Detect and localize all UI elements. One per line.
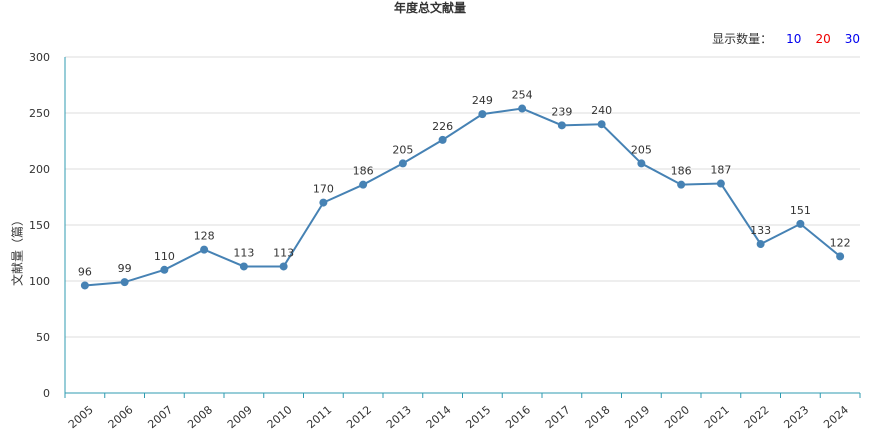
data-point	[319, 198, 328, 207]
data-label: 122	[830, 236, 851, 249]
data-label: 170	[313, 183, 334, 196]
display-count-option-30[interactable]: 30	[844, 31, 860, 46]
data-label: 187	[710, 164, 731, 177]
x-tick-label: 2017	[543, 403, 573, 431]
chart-title: 年度总文献量	[393, 1, 466, 15]
x-tick-label: 2009	[225, 403, 255, 431]
data-label: 133	[750, 224, 771, 237]
data-point	[518, 104, 527, 113]
x-tick-label: 2013	[384, 403, 414, 431]
data-point	[398, 159, 407, 168]
data-point	[438, 135, 447, 144]
data-point	[239, 262, 248, 271]
x-tick-label: 2010	[265, 403, 295, 431]
data-label: 113	[233, 246, 254, 259]
display-count-option-20[interactable]: 20	[815, 31, 831, 46]
data-labels: 96 99 110 128 113 113 170 186 205 226 249 254 239 240…	[78, 89, 851, 279]
data-label: 205	[392, 143, 413, 156]
x-tick-label: 2011	[304, 403, 334, 431]
data-point	[637, 159, 646, 168]
y-tick-label: 100	[29, 275, 50, 288]
series-line-group	[80, 104, 845, 290]
x-tick-label: 2016	[503, 403, 533, 431]
data-point	[557, 121, 566, 130]
x-tick-label: 2007	[145, 403, 175, 431]
gridlines	[65, 56, 860, 338]
data-point	[796, 219, 805, 228]
x-tick-label: 2022	[742, 403, 772, 431]
data-label: 128	[194, 230, 215, 243]
x-tick-label: 2021	[702, 403, 732, 431]
data-label: 249	[472, 94, 493, 107]
data-point	[677, 180, 686, 189]
y-tick-label: 200	[29, 163, 50, 176]
data-label: 240	[591, 104, 612, 117]
x-tick-label: 2005	[66, 403, 96, 431]
y-axis-ticks: 0 50 100 150 200 250 300	[29, 51, 50, 400]
display-count-label: 显示数量：	[712, 32, 773, 46]
y-tick-label: 250	[29, 107, 50, 120]
data-label: 96	[78, 265, 92, 278]
y-tick-label: 50	[36, 331, 50, 344]
data-point	[359, 180, 368, 189]
data-label: 151	[790, 204, 811, 217]
data-label: 99	[118, 262, 132, 275]
data-point	[160, 265, 169, 274]
series-line	[84, 107, 841, 287]
data-point	[478, 110, 487, 119]
data-label: 205	[631, 143, 652, 156]
axes	[64, 57, 861, 398]
data-label: 186	[671, 165, 692, 178]
x-tick-label: 2015	[463, 403, 493, 431]
x-tick-label: 2020	[662, 403, 692, 431]
data-label: 239	[551, 105, 572, 118]
x-tick-label: 2023	[781, 403, 811, 431]
data-point	[597, 120, 606, 129]
data-label: 226	[432, 120, 453, 133]
data-point	[836, 252, 845, 261]
data-point	[200, 245, 209, 254]
data-point	[279, 262, 288, 271]
x-tick-label: 2008	[185, 403, 215, 431]
x-tick-label: 2024	[821, 403, 851, 431]
x-tick-label: 2018	[583, 403, 613, 431]
x-axis-ticks: 2005 2006 2007 2008 2009 2010 2011 2012 2013 2014…	[66, 403, 851, 431]
data-point	[80, 281, 89, 290]
display-count-option-10[interactable]: 10	[786, 31, 802, 46]
data-point	[120, 278, 129, 287]
y-tick-label: 150	[29, 219, 50, 232]
x-tick-label: 2012	[344, 403, 374, 431]
x-tick-label: 2019	[622, 403, 652, 431]
data-label: 254	[512, 89, 533, 102]
x-tick-label: 2014	[424, 403, 454, 431]
data-label: 113	[273, 246, 294, 259]
x-tick-label: 2006	[106, 403, 136, 431]
data-point	[716, 179, 725, 188]
y-tick-label: 0	[43, 387, 50, 400]
display-count-selector: 显示数量： 10 20 30	[712, 30, 860, 47]
y-tick-label: 300	[29, 51, 50, 64]
data-point	[756, 240, 765, 249]
data-label: 110	[154, 250, 175, 263]
data-label: 186	[353, 165, 374, 178]
